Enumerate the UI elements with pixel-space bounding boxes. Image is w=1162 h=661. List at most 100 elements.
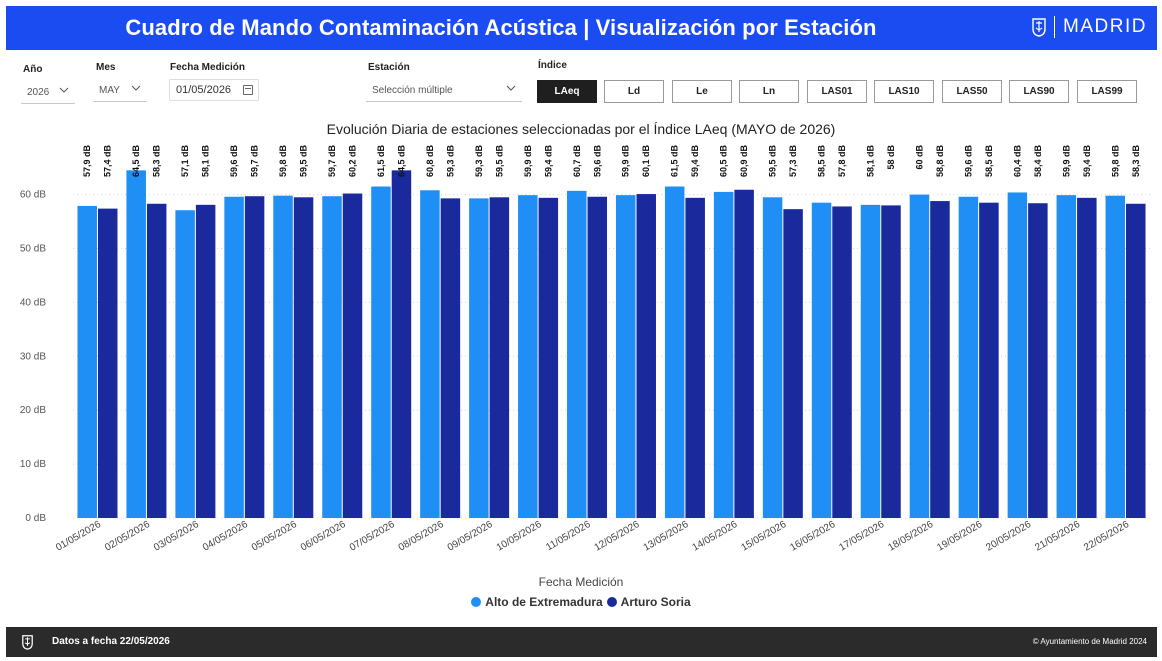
bar-series-2[interactable] (293, 197, 314, 519)
bar-series-1[interactable] (420, 190, 440, 518)
data-label: 58,8 dB (935, 145, 945, 178)
bar-series-1[interactable] (371, 186, 391, 518)
data-label: 59,9 dB (1061, 145, 1071, 178)
x-tick-label: 20/05/2026 (984, 519, 1033, 554)
bar-series-1[interactable] (77, 205, 97, 518)
year-dropdown[interactable]: 2026 (21, 82, 75, 104)
bar-series-1[interactable] (126, 170, 146, 518)
data-label: 59,6 dB (963, 145, 973, 178)
x-tick-label: 04/05/2026 (201, 519, 250, 554)
data-label: 60,1 dB (641, 145, 651, 178)
bar-series-2[interactable] (587, 196, 608, 519)
bar-series-1[interactable] (175, 210, 195, 518)
crest-icon (1032, 18, 1046, 37)
month-dropdown[interactable]: MAY (93, 80, 147, 102)
bar-series-2[interactable] (146, 203, 167, 518)
x-tick-label: 07/05/2026 (348, 519, 397, 554)
bar-series-1[interactable] (664, 186, 685, 518)
bar-series-2[interactable] (244, 196, 265, 519)
bar-series-2[interactable] (734, 189, 754, 518)
data-label: 60 dB (914, 145, 924, 170)
bar-series-1[interactable] (615, 195, 636, 518)
bar-chart: 0 dB 10 dB 20 dB 30 dB 40 dB 50 dB 60 dB 57,9 d… (20, 145, 1150, 554)
bar-series-2[interactable] (342, 193, 363, 518)
index-button-las01[interactable]: LAS01 (807, 80, 867, 103)
bar-series-2[interactable] (1028, 203, 1048, 518)
x-axis-title: Fecha Medición (538, 575, 624, 589)
bar-series-2[interactable] (636, 194, 656, 518)
bar-series-2[interactable] (440, 198, 461, 519)
index-button-ln[interactable]: Ln (739, 80, 799, 103)
bar-series-1[interactable] (1056, 195, 1077, 518)
x-tick-label: 01/05/2026 (54, 519, 103, 554)
calendar-icon[interactable] (243, 85, 253, 95)
data-label: 60,4 dB (1012, 145, 1022, 178)
data-label: 64,5 dB (131, 145, 141, 178)
bar-series-2[interactable] (391, 170, 412, 518)
bar-series-2[interactable] (538, 197, 559, 519)
index-button-las90[interactable]: LAS90 (1009, 80, 1069, 103)
bar-series-2[interactable] (783, 209, 803, 518)
legend-item-series-2[interactable]: Arturo Soria (606, 595, 691, 609)
data-label: 58,4 dB (1033, 145, 1043, 178)
bar-series-1[interactable] (811, 202, 832, 518)
bar-series-2[interactable] (97, 208, 118, 518)
data-label: 59,4 dB (1082, 145, 1092, 178)
bar-series-1[interactable] (273, 195, 293, 518)
index-button-laeq[interactable]: LAeq (537, 80, 597, 103)
bar-series-2[interactable] (489, 197, 510, 519)
data-label: 58,1 dB (201, 145, 211, 178)
x-tick-label: 12/05/2026 (593, 519, 642, 554)
bar-series-1[interactable] (860, 204, 881, 518)
x-tick-label: 18/05/2026 (886, 519, 935, 554)
index-button-las99[interactable]: LAS99 (1077, 80, 1137, 103)
bar-series-2[interactable] (1126, 203, 1146, 518)
date-label: Fecha Medición (170, 62, 246, 73)
bar-series-1[interactable] (1105, 195, 1126, 518)
index-button-le[interactable]: Le (672, 80, 732, 103)
data-label: 59,7 dB (327, 145, 337, 178)
bar-series-2[interactable] (832, 206, 852, 518)
chevron-down-icon (59, 87, 69, 93)
bar-series-1[interactable] (322, 196, 342, 519)
y-tick-label: 0 dB (25, 513, 46, 524)
index-button-ld[interactable]: Ld (604, 80, 664, 103)
bar-series-1[interactable] (909, 194, 930, 518)
bar-series-1[interactable] (713, 191, 734, 518)
bar-series-2[interactable] (1077, 197, 1097, 519)
bar-series-2[interactable] (881, 205, 901, 518)
date-value: 01/05/2026 (176, 84, 232, 96)
data-label: 59,6 dB (229, 145, 239, 178)
data-label: 57,8 dB (837, 145, 847, 178)
bar-series-1[interactable] (958, 196, 979, 519)
station-label: Estación (368, 62, 410, 73)
x-tick-label: 14/05/2026 (691, 519, 740, 554)
index-label: Índice (538, 60, 567, 71)
bar-series-1[interactable] (1007, 192, 1028, 518)
data-label: 58,1 dB (866, 145, 876, 178)
chart-title: Evolución Diaria de estaciones seleccion… (326, 121, 836, 137)
legend-item-series-1[interactable]: Alto de Extremadura (471, 595, 603, 609)
index-button-las10[interactable]: LAS10 (874, 80, 934, 103)
bar-series-2[interactable] (930, 201, 950, 518)
data-label: 59,5 dB (299, 145, 309, 178)
bar-series-1[interactable] (567, 190, 587, 518)
bar-series-1[interactable] (224, 196, 244, 519)
bar-series-2[interactable] (685, 197, 705, 519)
date-input[interactable]: 01/05/2026 (169, 79, 259, 101)
bar-series-1[interactable] (469, 198, 489, 519)
chevron-down-icon (506, 85, 516, 91)
bar-series-2[interactable] (195, 204, 216, 518)
bar-series-1[interactable] (518, 195, 538, 518)
x-tick-label: 10/05/2026 (495, 519, 544, 554)
data-label: 60,9 dB (739, 145, 749, 178)
data-label: 59,5 dB (768, 145, 778, 178)
y-tick-label: 20 dB (20, 405, 46, 416)
data-label: 57,1 dB (180, 145, 190, 178)
month-label: Mes (96, 62, 116, 73)
bar-series-1[interactable] (762, 197, 783, 519)
legend-marker-series-2 (606, 597, 617, 607)
bar-series-2[interactable] (979, 202, 999, 518)
index-button-las50[interactable]: LAS50 (942, 80, 1002, 103)
station-dropdown[interactable]: Selección múltiple (366, 80, 522, 102)
